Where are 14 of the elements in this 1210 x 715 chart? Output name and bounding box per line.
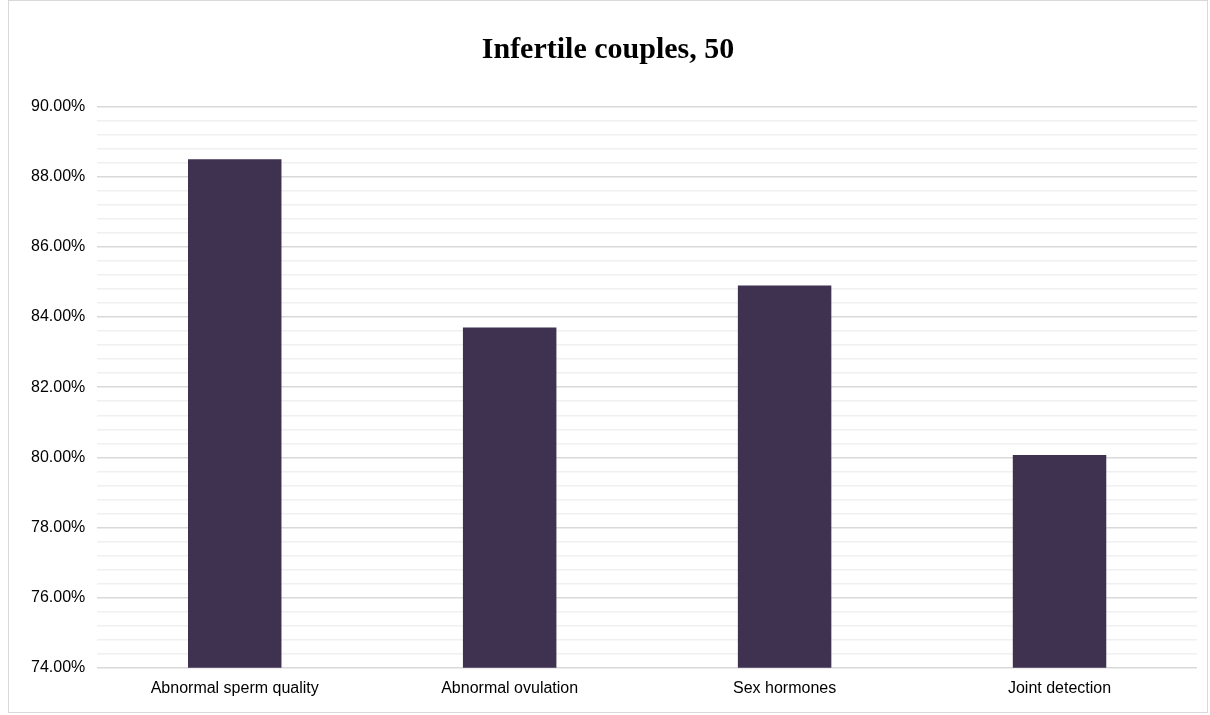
y-tick-label: 88.00% [31,167,86,185]
x-tick-label: Abnormal ovulation [441,678,579,696]
chart-title: Infertile couples, 50 [480,31,736,65]
y-tick-label: 76.00% [31,588,86,606]
x-tick-label: Joint detection [1007,678,1112,696]
y-tick-label: 86.00% [31,237,86,255]
y-tick-label: 74.00% [31,658,86,676]
y-tick-label: 84.00% [31,307,86,325]
y-tick-label: 90.00% [31,97,86,115]
y-tick-label: 78.00% [31,517,86,535]
y-tick-label: 82.00% [31,377,86,395]
x-tick-label: Abnormal sperm quality [150,678,319,696]
x-tick-label: Sex hormones [733,678,837,696]
y-tick-label: 80.00% [31,447,86,465]
